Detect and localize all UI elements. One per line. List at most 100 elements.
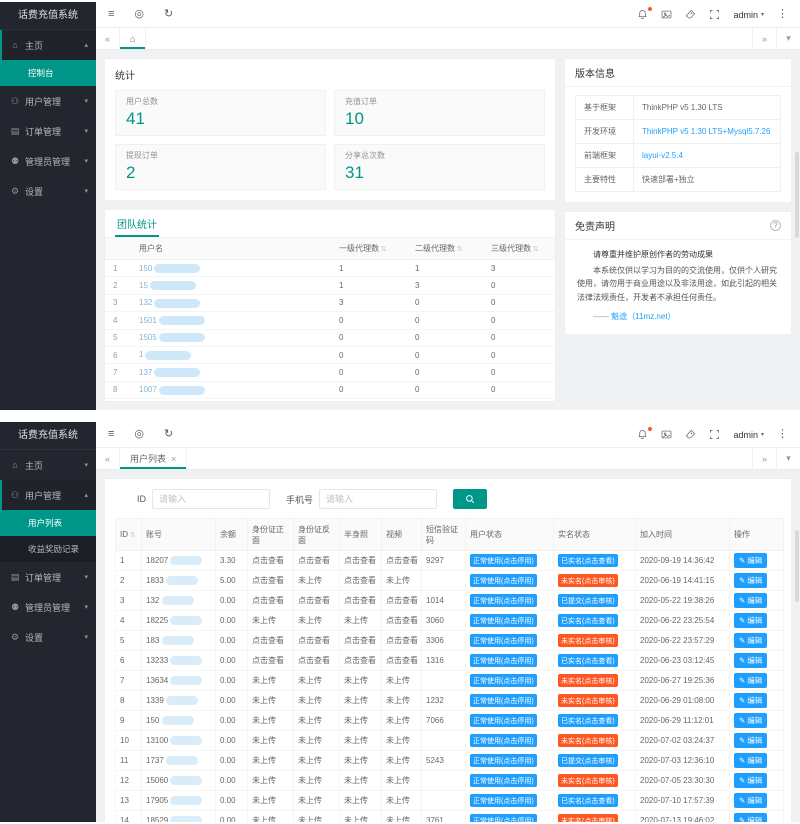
- sidebar-item[interactable]: ⌂ 主页 ▾: [0, 450, 96, 480]
- sidebar-item[interactable]: ⚉ 管理员管理 ▾: [0, 146, 96, 176]
- username-prefix[interactable]: 1501: [139, 315, 157, 325]
- half-photo-link[interactable]: 点击查看: [339, 650, 382, 671]
- sort-icon[interactable]: ⇅: [533, 246, 539, 253]
- half-photo-link[interactable]: 未上传: [339, 770, 382, 791]
- half-photo-link[interactable]: 未上传: [339, 750, 382, 771]
- id-search-input[interactable]: [152, 489, 270, 509]
- idcard-front-link[interactable]: 未上传: [247, 750, 294, 771]
- idcard-front-link[interactable]: 未上传: [247, 610, 294, 631]
- realname-status-badge[interactable]: 已提交(点击审核): [558, 754, 618, 767]
- half-photo-link[interactable]: 点击查看: [339, 630, 382, 651]
- realname-status-badge[interactable]: 未实名(点击审核): [558, 574, 618, 587]
- idcard-front-link[interactable]: 未上传: [247, 690, 294, 711]
- user-status-badge[interactable]: 正常使用(点击停用): [470, 614, 537, 627]
- fullscreen-icon[interactable]: [709, 429, 720, 440]
- video-link[interactable]: 未上传: [381, 810, 422, 822]
- realname-status-badge[interactable]: 已实名(点击查看): [558, 554, 618, 567]
- idcard-back-link[interactable]: 未上传: [293, 730, 340, 751]
- home-circle-icon[interactable]: ◎: [134, 8, 145, 20]
- idcard-back-link[interactable]: 点击查看: [293, 630, 340, 651]
- clear-cache-icon[interactable]: [685, 429, 696, 440]
- level3-header[interactable]: 三级代理数 ⇅: [483, 238, 555, 260]
- half-photo-link[interactable]: 未上传: [339, 710, 382, 731]
- video-link[interactable]: 未上传: [381, 770, 422, 791]
- idcard-back-link[interactable]: 未上传: [293, 770, 340, 791]
- idcard-back-link[interactable]: 未上传: [293, 670, 340, 691]
- idcard-back-link[interactable]: 未上传: [293, 570, 340, 591]
- realname-status-badge[interactable]: 未实名(点击审核): [558, 634, 618, 647]
- admin-dropdown[interactable]: admin ▾: [733, 10, 764, 20]
- tabs-scroll-right[interactable]: »: [752, 448, 776, 469]
- close-icon[interactable]: ×: [171, 453, 177, 464]
- bell-icon[interactable]: [637, 427, 653, 440]
- user-status-badge[interactable]: 正常使用(点击停用): [470, 714, 537, 727]
- video-link[interactable]: 未上传: [381, 730, 422, 751]
- more-options-icon[interactable]: ⋮: [777, 428, 788, 440]
- idcard-front-link[interactable]: 未上传: [247, 710, 294, 731]
- edit-button[interactable]: ✎ 编辑: [734, 813, 768, 822]
- user-status-badge[interactable]: 正常使用(点击停用): [470, 794, 537, 807]
- edit-button[interactable]: ✎ 编辑: [734, 633, 768, 648]
- video-link[interactable]: 点击查看: [381, 630, 422, 651]
- tabs-menu-caret[interactable]: ▾: [776, 448, 800, 469]
- edit-button[interactable]: ✎ 编辑: [734, 673, 768, 688]
- half-photo-link[interactable]: 未上传: [339, 690, 382, 711]
- edit-button[interactable]: ✎ 编辑: [734, 613, 768, 628]
- video-link[interactable]: 点击查看: [381, 550, 422, 571]
- fullscreen-icon[interactable]: [709, 9, 720, 20]
- idcard-front-link[interactable]: 点击查看: [247, 570, 294, 591]
- idcard-front-link[interactable]: 点击查看: [247, 590, 294, 611]
- idcard-front-link[interactable]: 点击查看: [247, 550, 294, 571]
- half-photo-link[interactable]: 未上传: [339, 670, 382, 691]
- video-link[interactable]: 未上传: [381, 690, 422, 711]
- idcard-back-link[interactable]: 未上传: [293, 690, 340, 711]
- idcard-back-link[interactable]: 未上传: [293, 710, 340, 731]
- bell-icon[interactable]: [637, 7, 653, 20]
- edit-button[interactable]: ✎ 编辑: [734, 793, 768, 808]
- user-status-badge[interactable]: 正常使用(点击停用): [470, 694, 537, 707]
- username-prefix[interactable]: 1007: [139, 385, 157, 395]
- user-status-badge[interactable]: 正常使用(点击停用): [470, 634, 537, 647]
- idcard-front-link[interactable]: 未上传: [247, 810, 294, 822]
- home-circle-icon[interactable]: ◎: [134, 428, 145, 440]
- search-button[interactable]: [453, 489, 488, 509]
- username-prefix[interactable]: 137: [139, 367, 153, 377]
- sidebar-item[interactable]: 用户列表: [0, 510, 96, 536]
- tab-home[interactable]: ⌂: [120, 28, 147, 49]
- user-status-badge[interactable]: 正常使用(点击停用): [470, 594, 537, 607]
- user-status-badge[interactable]: 正常使用(点击停用): [470, 814, 537, 822]
- idcard-back-link[interactable]: 点击查看: [293, 650, 340, 671]
- realname-status-badge[interactable]: 未实名(点击审核): [558, 774, 618, 787]
- tabs-menu-caret[interactable]: ▾: [776, 28, 800, 49]
- idcard-back-link[interactable]: 未上传: [293, 790, 340, 811]
- sort-icon[interactable]: ⇅: [381, 246, 387, 253]
- author-link[interactable]: 魁途（11mz.net）: [611, 312, 676, 322]
- sidebar-item[interactable]: 控制台: [0, 60, 96, 86]
- video-link[interactable]: 点击查看: [381, 650, 422, 671]
- collapse-menu-icon[interactable]: ≡: [108, 428, 115, 440]
- video-link[interactable]: 点击查看: [381, 590, 422, 611]
- video-link[interactable]: 点击查看: [381, 610, 422, 631]
- realname-status-badge[interactable]: 已实名(点击查看): [558, 714, 618, 727]
- idcard-back-link[interactable]: 未上传: [293, 610, 340, 631]
- idcard-back-link[interactable]: 点击查看: [293, 590, 340, 611]
- user-status-badge[interactable]: 正常使用(点击停用): [470, 754, 537, 767]
- realname-status-badge[interactable]: 未实名(点击审核): [558, 674, 618, 687]
- scrollbar-thumb[interactable]: [795, 530, 799, 602]
- user-status-badge[interactable]: 正常使用(点击停用): [470, 734, 537, 747]
- half-photo-link[interactable]: 未上传: [339, 730, 382, 751]
- realname-status-badge[interactable]: 已实名(点击查看): [558, 794, 618, 807]
- sidebar-item[interactable]: ⚇ 用户管理 ▴: [0, 480, 96, 510]
- idcard-front-link[interactable]: 未上传: [247, 670, 294, 691]
- refresh-icon[interactable]: ↻: [164, 428, 174, 440]
- sidebar-item[interactable]: ⚙ 设置 ▾: [0, 176, 96, 206]
- idcard-front-link[interactable]: 未上传: [247, 730, 294, 751]
- username-prefix[interactable]: 150: [139, 263, 153, 273]
- sidebar-item[interactable]: ▤ 订单管理 ▾: [0, 116, 96, 146]
- level1-header[interactable]: 一级代理数 ⇅: [331, 238, 407, 260]
- tabs-scroll-right[interactable]: »: [752, 28, 776, 49]
- username-prefix[interactable]: 132: [139, 298, 153, 308]
- half-photo-link[interactable]: 点击查看: [339, 550, 382, 571]
- idcard-back-link[interactable]: 未上传: [293, 750, 340, 771]
- realname-status-badge[interactable]: 已实名(点击查看): [558, 654, 618, 667]
